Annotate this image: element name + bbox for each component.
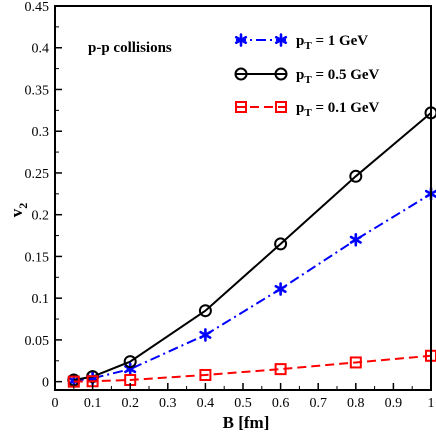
y-axis-title-sub: 2	[16, 203, 30, 209]
legend-marker	[235, 101, 247, 113]
y-axis-title: v2	[7, 203, 30, 218]
x-tick-label: 0.4	[197, 396, 215, 411]
x-tick-label: 0.9	[385, 396, 403, 411]
y-tick-label: 0.45	[25, 0, 50, 15]
y-tick-label: 0.3	[32, 125, 50, 140]
y-tick-label: 0	[42, 376, 49, 391]
data-point-2	[349, 356, 362, 369]
legend: pT = 1 GeV pT = 0.5 GeV pT = 0.1 GeV	[234, 33, 380, 119]
legend-marker	[274, 33, 288, 47]
legend-label: pT = 0.1 GeV	[296, 100, 380, 119]
plot-frame	[54, 5, 432, 391]
x-tick-label: 0.6	[272, 396, 290, 411]
legend-marker	[274, 67, 288, 81]
series-line-0	[73, 192, 432, 382]
annotation-label: p-p collisions	[88, 40, 172, 56]
y-tick-label: 0.1	[32, 292, 50, 307]
legend-item-2: pT = 0.1 GeV	[235, 100, 380, 119]
x-tick-label: 0.7	[309, 396, 327, 411]
legend-marker	[234, 67, 248, 81]
x-tick-label: 0.8	[347, 396, 365, 411]
legend-item-0: pT = 1 GeV	[234, 33, 368, 52]
series-line-2	[73, 354, 432, 383]
series-layer	[67, 106, 436, 388]
legend-label: pT = 1 GeV	[296, 33, 368, 52]
data-point-1	[198, 304, 212, 318]
y-tick-label: 0.2	[32, 209, 50, 224]
data-point-0	[199, 328, 212, 342]
x-axis-title: B [fm]	[223, 413, 270, 432]
data-point-1	[123, 355, 137, 369]
x-tick-label: 0.5	[234, 396, 252, 411]
data-point-2	[199, 368, 212, 381]
x-tick-label: 0	[52, 396, 59, 411]
data-point-0	[124, 362, 137, 376]
y-tick-label: 0.25	[25, 167, 50, 182]
data-point-1	[349, 169, 363, 183]
y-tick-label: 0.35	[25, 83, 50, 98]
y-tick-label: 0.15	[25, 250, 50, 265]
legend-marker	[234, 33, 248, 47]
legend-label: pT = 0.5 GeV	[296, 67, 380, 86]
x-tick-label: 0.3	[159, 396, 177, 411]
legend-item-1: pT = 0.5 GeV	[234, 67, 380, 86]
data-point-0	[349, 232, 362, 247]
y-tick-label: 0.4	[32, 42, 50, 57]
x-tick-label: 0.2	[121, 396, 139, 411]
y-axis-title-main: v	[7, 208, 26, 217]
data-point-0	[274, 282, 287, 296]
data-point-2	[274, 363, 287, 376]
x-tick-label: 1	[428, 396, 435, 411]
series-line-1	[73, 112, 432, 381]
data-point-1	[274, 237, 288, 251]
axes-layer: 0 0.1 0.2 0.3 0.4 0.5 0.6 0.7 0.8 0.9 1 0 0.05 0.1 0.1…	[25, 0, 435, 411]
svg-text:v2: v2	[7, 203, 30, 218]
x-tick-label: 0.1	[84, 396, 102, 411]
legend-marker	[275, 101, 287, 113]
y-tick-label: 0.05	[25, 334, 50, 349]
